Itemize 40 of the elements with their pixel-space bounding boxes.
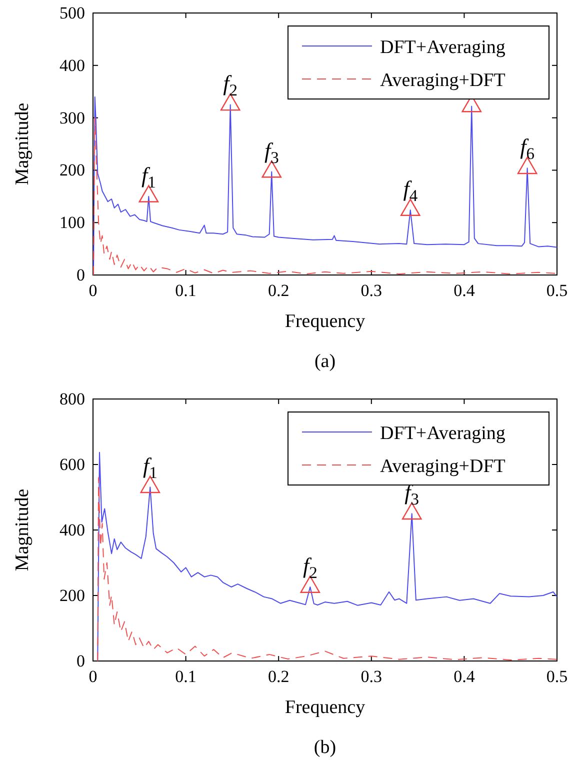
x-axis-title: Frequency	[284, 697, 366, 718]
y-tick-label: 400	[60, 520, 85, 540]
x-tick-label: 0.5	[546, 667, 568, 686]
text: (a)	[314, 351, 336, 372]
x-tick-label: 0.1	[175, 281, 196, 300]
x-tick-label: 0.3	[360, 281, 382, 300]
y-tick-label: 200	[60, 586, 85, 605]
annotation: f$_{4}$	[403, 176, 418, 206]
legend-label: DFT+Averaging	[380, 423, 506, 444]
legend-label: Averaging+DFT	[380, 70, 506, 91]
y-axis-title: Magnitude	[12, 488, 33, 572]
y-tick-label: 600	[60, 454, 85, 474]
y-tick-label: 800	[60, 389, 85, 408]
x-tick-label: 0.3	[360, 667, 382, 686]
x-tick-label: 0.2	[268, 667, 290, 686]
x-tick-label: 0	[88, 281, 98, 300]
x-axis-title: Frequency	[284, 311, 366, 332]
x-tick-label: 0.4	[454, 281, 476, 300]
annotation: f$_{6}$	[520, 134, 534, 164]
x-tick-label: 0.5	[546, 281, 568, 300]
annotation: f$_{2}$	[302, 552, 318, 582]
y-tick-label: 400	[60, 56, 85, 75]
annotation: f$_{2}$	[223, 70, 238, 100]
annotation: f$_{3}$	[264, 138, 279, 167]
y-tick-label: 500	[60, 3, 85, 22]
text: (b)	[314, 737, 336, 758]
y-tick-label: 200	[60, 160, 85, 180]
y-tick-label: 100	[60, 213, 85, 232]
x-tick-label: 0	[88, 667, 98, 686]
x-tick-label: 0.4	[454, 667, 476, 686]
y-tick-label: 0	[76, 651, 85, 670]
y-tick-label: 0	[76, 265, 85, 284]
y-axis-title: Magnitude	[12, 102, 33, 186]
legend-label: Averaging+DFT	[380, 456, 506, 477]
y-tick-label: 300	[60, 108, 85, 128]
annotation: f$_{1}$	[142, 453, 158, 482]
legend-label: DFT+Averaging	[380, 37, 506, 58]
x-tick-label: 0.1	[175, 667, 196, 686]
annotation: f$_{1}$	[141, 162, 156, 192]
x-tick-label: 0.2	[268, 281, 290, 300]
